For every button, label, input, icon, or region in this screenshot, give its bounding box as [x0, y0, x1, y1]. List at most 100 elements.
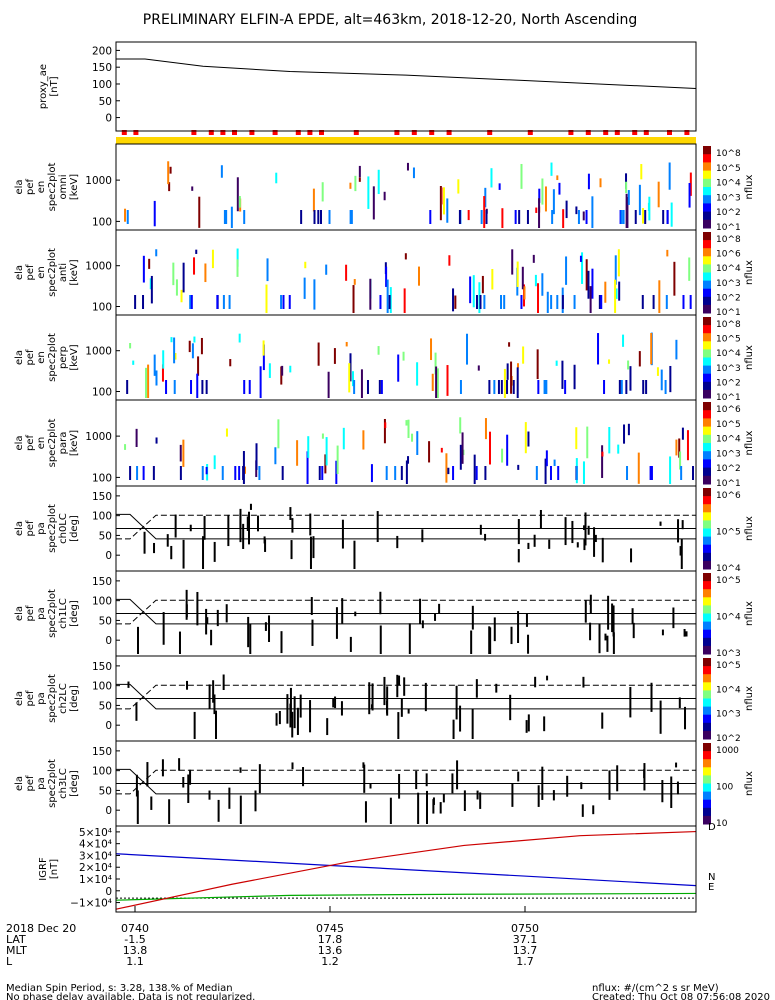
- colorbar-segment: [703, 757, 711, 760]
- colorbar-segment: [703, 702, 711, 706]
- spectrogram-stripe: [551, 210, 554, 224]
- colorbar-segment: [703, 676, 711, 679]
- spectrogram-stripe: [191, 186, 194, 191]
- attitude-marker: [307, 130, 313, 135]
- spectrogram-stripe: [161, 759, 164, 777]
- spectrogram-stripe: [289, 687, 292, 719]
- spectrogram-stripe: [475, 679, 478, 698]
- colorbar-segment: [703, 809, 711, 813]
- spectrogram-stripe: [161, 364, 164, 382]
- spectrogram-stripe: [623, 424, 626, 444]
- colorbar-segment: [703, 335, 711, 338]
- spectrogram-stripe: [657, 181, 660, 208]
- spectrogram-stripe: [491, 268, 494, 290]
- spectrogram-stripe: [622, 334, 625, 347]
- colorbar-segment: [703, 395, 711, 399]
- colorbar-segment: [703, 611, 711, 614]
- colorbar-segment: [703, 391, 711, 395]
- colorbar-segment: [703, 424, 711, 428]
- spectrogram-stripe: [452, 719, 455, 739]
- colorbar-segment: [703, 288, 711, 292]
- spectrogram-stripe: [682, 295, 685, 309]
- spectrogram-stripe: [312, 536, 315, 559]
- ylabel-pa_ch2: ela: [14, 691, 25, 706]
- ytick-label-igrf: 1×10⁴: [79, 874, 112, 886]
- spectrogram-stripe: [265, 284, 268, 313]
- spectrogram-stripe: [510, 626, 513, 645]
- colorbar-segment: [703, 643, 711, 647]
- colorbar-tick: 10^4: [716, 613, 741, 623]
- ylabel-igrf: IGRF: [38, 857, 49, 881]
- spectrogram-stripe: [222, 295, 225, 309]
- ylabel-en_anti: anti: [58, 263, 69, 282]
- colorbar-segment: [703, 232, 711, 235]
- spectrogram-stripe: [626, 466, 629, 480]
- spectrogram-stripe: [672, 607, 675, 629]
- spectrogram-stripe: [506, 363, 509, 380]
- ylabel-pa_ch0: pef: [25, 520, 36, 537]
- spectrogram-stripe: [148, 258, 151, 269]
- ylabel-en_perp: perp: [58, 346, 69, 369]
- spectrogram-stripe: [650, 333, 653, 365]
- spectrogram-stripe: [601, 712, 604, 729]
- attitude-marker: [667, 130, 672, 135]
- footer-phase-note: No phase delay available. Data is not re…: [6, 992, 255, 1000]
- spectrogram-stripe: [627, 423, 630, 436]
- colorbar-segment: [703, 191, 711, 194]
- colorbar-segment: [703, 238, 711, 241]
- spectrogram-stripe: [556, 175, 559, 181]
- loss-cone-line: [116, 513, 696, 540]
- spectrogram-stripe: [311, 619, 314, 646]
- spectrogram-stripe: [188, 340, 191, 353]
- spectrogram-stripe: [264, 539, 267, 552]
- spectrogram-stripe: [397, 712, 400, 739]
- spectrogram-stripe: [475, 466, 478, 480]
- ytick-label-en_omni: 1000: [85, 175, 112, 187]
- spectrogram-stripe: [296, 707, 299, 735]
- spectrogram-stripe: [225, 428, 228, 437]
- colorbar-tick: 10^1: [716, 479, 741, 489]
- spectrogram-stripe: [230, 206, 233, 228]
- spectrogram-stripe: [473, 454, 476, 484]
- colorbar-segment: [703, 516, 711, 519]
- colorbar-segment: [703, 351, 711, 354]
- colorbar-segment: [703, 730, 711, 734]
- colorbar-segment: [703, 290, 711, 294]
- spectrogram-stripe: [124, 444, 127, 450]
- spectrogram-stripe: [205, 608, 208, 635]
- spectrogram-stripe: [377, 169, 380, 195]
- panel-pa_ch1: ela pef pa spec2plot ch1LC [deg] 150 100 50 0 10^5…: [14, 570, 755, 659]
- colorbar-tick: 10^3: [716, 710, 741, 720]
- spectrogram-stripe: [665, 295, 668, 309]
- colorbar-segment: [703, 589, 711, 592]
- colorbar-segment: [703, 416, 711, 419]
- spectrogram-stripe: [642, 380, 645, 394]
- ytick-label-en_perp: 1000: [85, 346, 112, 358]
- spectrogram-stripe: [669, 365, 672, 393]
- spectrogram-stripe: [495, 683, 498, 693]
- ytick-label-pa_ch3: 50: [99, 785, 112, 797]
- spectrogram-stripe: [336, 445, 339, 475]
- spectrogram-stripe: [334, 696, 337, 708]
- colorbar-segment: [703, 469, 711, 473]
- spectrogram-stripe: [638, 351, 641, 367]
- spectrogram-stripe: [520, 295, 523, 309]
- spectrogram-stripe: [573, 364, 576, 390]
- colorbar-segment: [703, 408, 711, 411]
- spectrogram-stripe: [571, 520, 574, 544]
- spectrogram-stripe: [208, 790, 211, 800]
- colorbar-segment: [703, 451, 711, 454]
- spectrogram-stripe: [198, 196, 201, 228]
- colorbar-segment: [703, 471, 711, 475]
- colorbar-segment: [703, 520, 711, 523]
- colorbar-segment: [703, 599, 711, 602]
- ylabel-igrf: [nT]: [49, 859, 60, 879]
- spectrogram-stripe: [481, 275, 484, 294]
- spectrogram-stripe: [166, 534, 169, 547]
- spectrogram-stripe: [425, 773, 428, 787]
- colorbar-segment: [703, 609, 711, 612]
- spectrogram-stripe: [227, 514, 230, 547]
- colorbar-segment: [703, 619, 711, 623]
- colorbar-segment: [703, 178, 711, 182]
- anti-loss-cone-line: [116, 514, 696, 540]
